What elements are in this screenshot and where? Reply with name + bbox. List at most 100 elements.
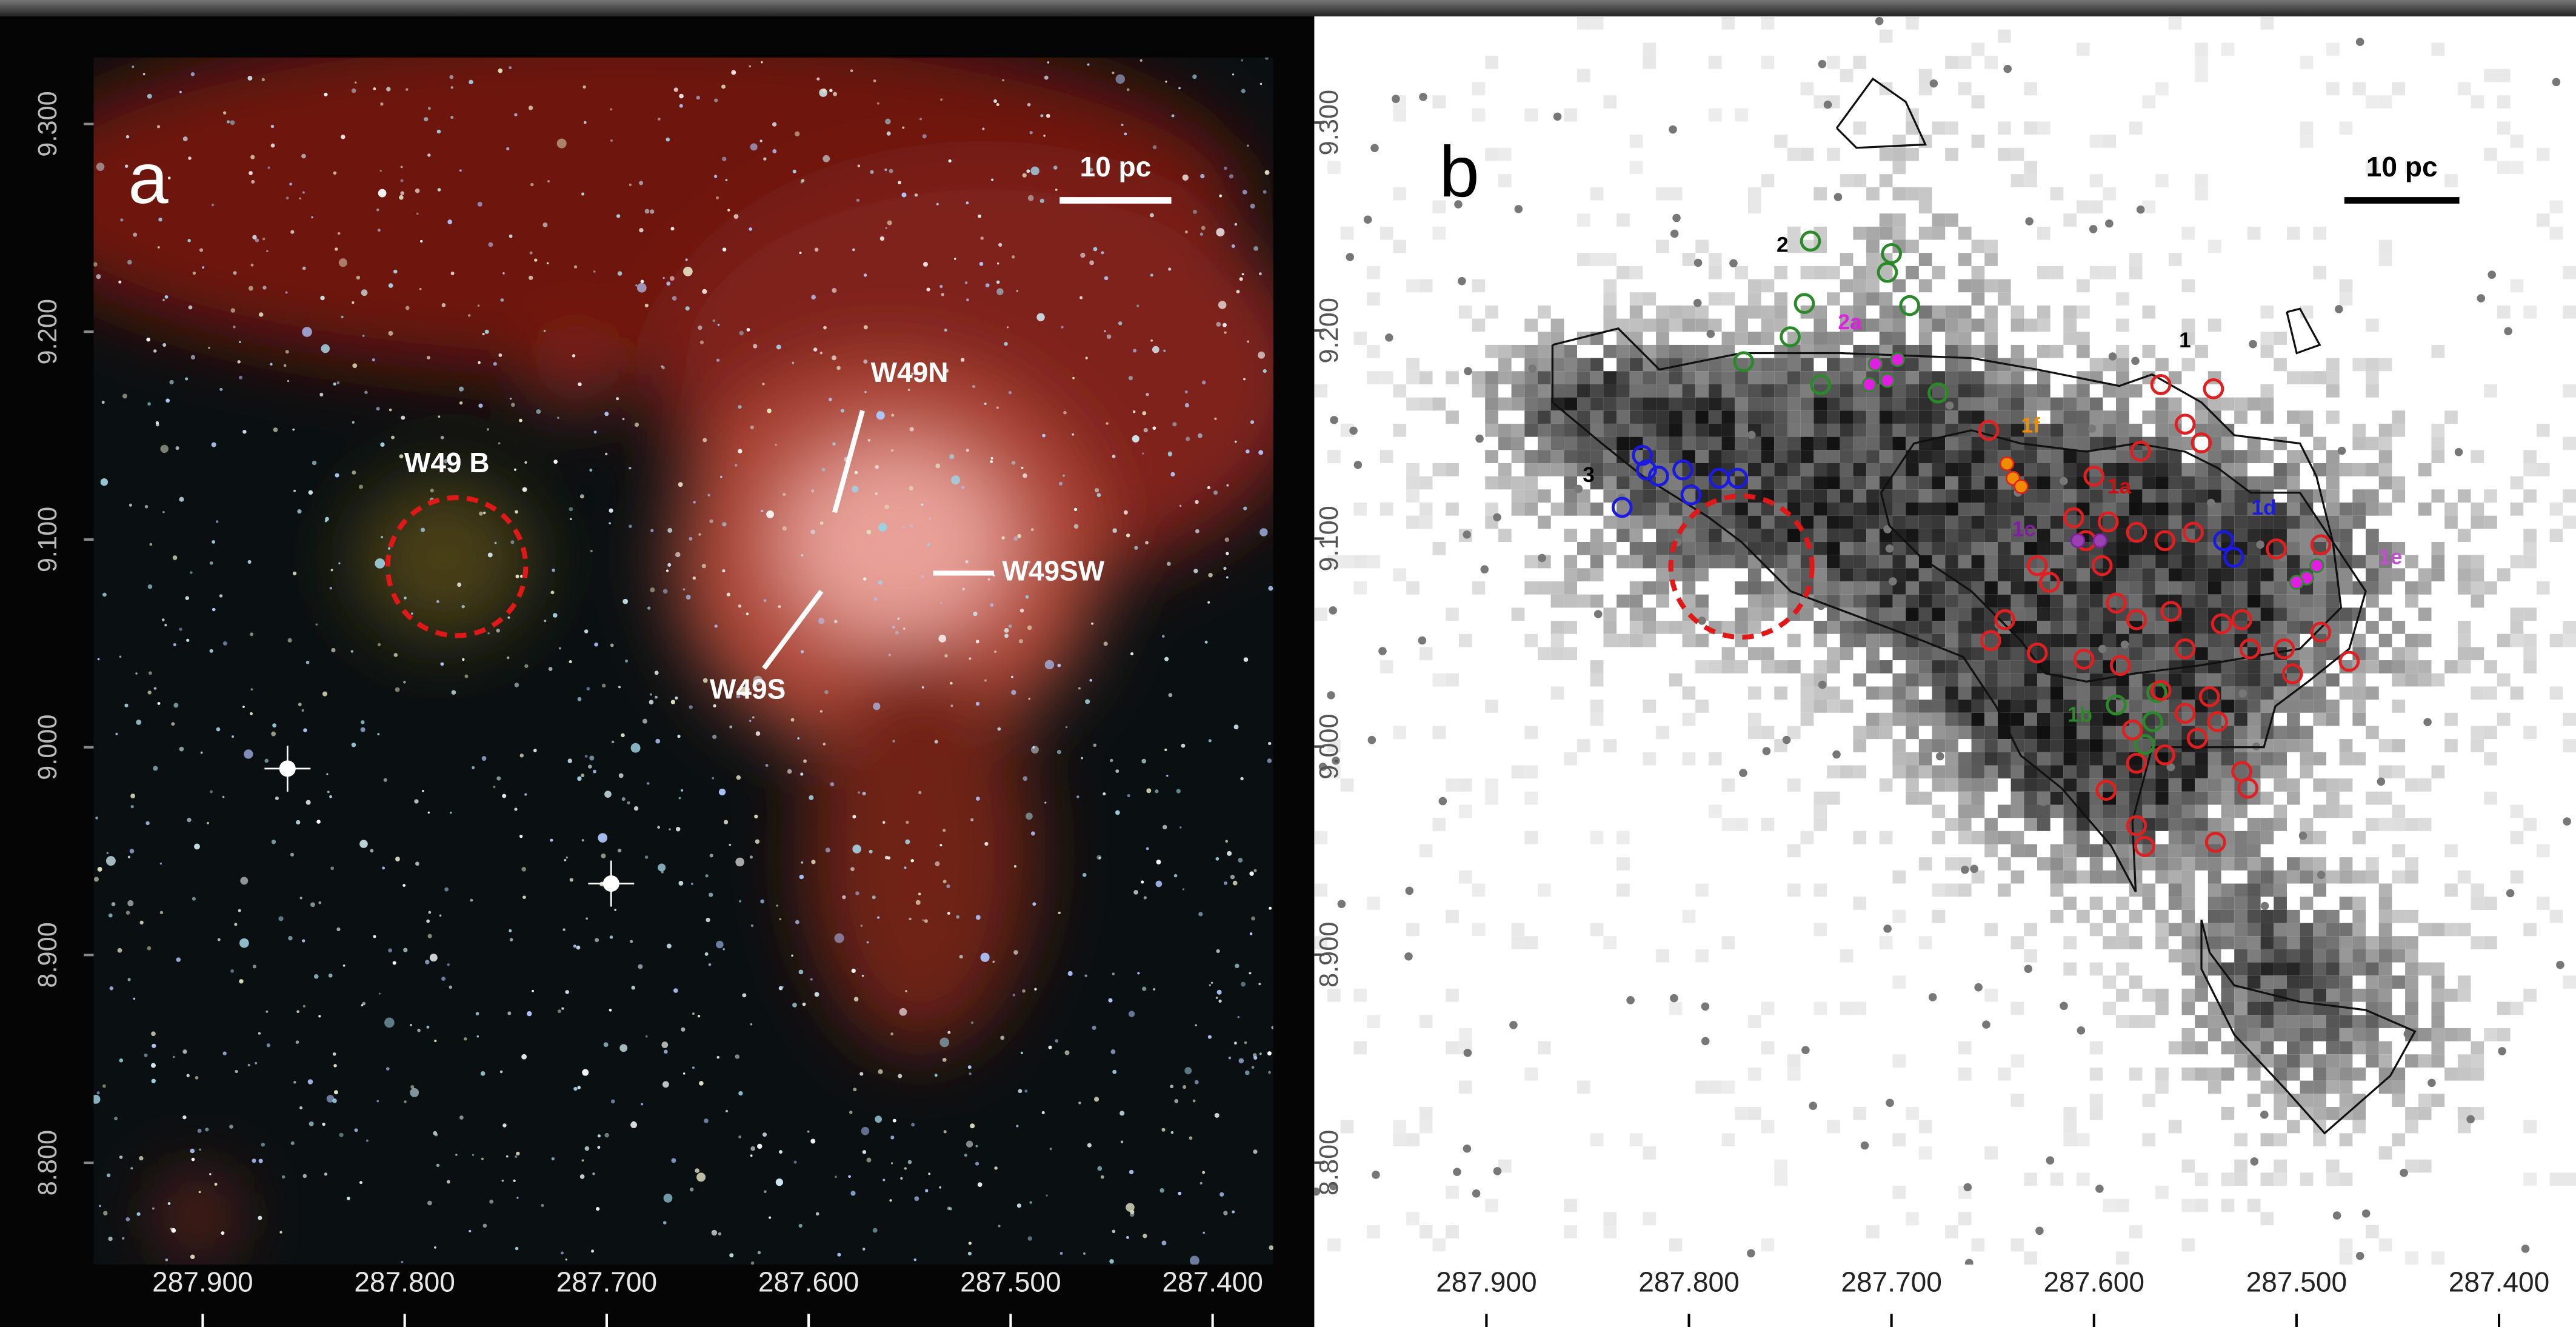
star [1143, 896, 1147, 900]
density-cell [2234, 883, 2247, 897]
density-cell [1472, 923, 1486, 937]
star [814, 247, 819, 252]
density-cell [1827, 292, 1840, 306]
density-cell [1367, 266, 1380, 279]
density-cell [1971, 135, 1985, 148]
density-cell [2024, 752, 2037, 766]
density-cell [2116, 515, 2129, 529]
density-cell [1485, 791, 1498, 805]
density-cell [2510, 503, 2524, 516]
density-cell [1656, 239, 1669, 253]
density-cell [1446, 673, 1459, 687]
density-cell [2129, 686, 2143, 700]
star [528, 105, 533, 110]
density-cell [2247, 962, 2261, 976]
density-cell [1735, 397, 1748, 411]
star [863, 577, 867, 581]
density-cell [2523, 647, 2537, 661]
density-cell [1984, 988, 1998, 1002]
density-cell [2181, 594, 2195, 608]
star [923, 262, 928, 267]
star [877, 916, 880, 919]
density-cell [2181, 962, 2195, 976]
star [1258, 983, 1261, 986]
star [1161, 1128, 1166, 1132]
density-cell [1787, 423, 1801, 437]
density-cell [1643, 344, 1657, 358]
star [146, 337, 151, 342]
density-cell [1629, 476, 1643, 490]
star [1106, 334, 1112, 339]
density-cell [1682, 384, 1696, 398]
density-cell [2103, 476, 2117, 490]
star [892, 626, 895, 629]
density-cell [1984, 712, 1998, 726]
density-cell [2352, 633, 2366, 647]
density-cell [1564, 555, 1578, 569]
density-cell [1971, 397, 1985, 411]
density-cell [2286, 975, 2300, 989]
density-cell [1735, 436, 1748, 450]
density-cell [1984, 594, 1998, 608]
density-cell [2234, 1172, 2247, 1186]
density-cell [1787, 463, 1801, 476]
star [197, 1128, 202, 1133]
star [1020, 1051, 1023, 1054]
density-cell [1840, 332, 1854, 345]
density-cell [2405, 581, 2418, 595]
density-cell [1577, 16, 1590, 30]
density-cell [1774, 594, 1787, 608]
density-cell [2405, 909, 2418, 923]
dot [1670, 229, 1679, 238]
density-cell [1682, 568, 1696, 582]
density-cell [2063, 450, 2077, 463]
density-cell [1629, 542, 1643, 555]
density-cell [2313, 1028, 2327, 1041]
density-cell [2339, 568, 2353, 582]
density-cell [1761, 476, 1775, 490]
density-cell [2378, 568, 2392, 582]
density-cell [2103, 673, 2117, 687]
density-cell [2129, 121, 2143, 135]
density-cell [2339, 542, 2353, 555]
density-cell [1393, 568, 1407, 582]
star [1011, 461, 1016, 465]
density-cell [1564, 647, 1578, 661]
density-cell [2181, 857, 2195, 871]
star [795, 131, 800, 136]
density-cell [2010, 673, 2024, 687]
source-marker [1648, 466, 1669, 487]
density-cell [1669, 305, 1683, 319]
star [951, 475, 961, 485]
density-cell [1629, 266, 1643, 279]
density-cell [2181, 489, 2195, 503]
source-marker [2266, 538, 2287, 560]
pointer-line [762, 589, 824, 670]
density-cell [1590, 660, 1604, 674]
star [1016, 290, 1018, 292]
density-cell [1432, 542, 1446, 555]
density-cell [1682, 344, 1696, 358]
star [984, 679, 987, 682]
star [1160, 1188, 1164, 1193]
density-cell [2207, 397, 2221, 411]
density-cell [2234, 909, 2247, 923]
density-cell [2181, 1159, 2195, 1173]
density-cell [1814, 804, 1827, 818]
density-cell [2024, 673, 2037, 687]
density-cell [2510, 135, 2524, 148]
density-cell [2313, 1015, 2327, 1028]
density-cell [2234, 700, 2247, 713]
star [1011, 255, 1015, 259]
density-cell [1800, 384, 1814, 398]
density-cell [1892, 384, 1906, 398]
density-cell [1997, 857, 2011, 871]
density-cell [2300, 607, 2314, 621]
density-cell [1537, 332, 1551, 345]
density-cell [2274, 358, 2287, 372]
dot [1327, 691, 1335, 700]
star [850, 867, 855, 871]
density-cell [1997, 279, 2011, 293]
density-cell [2339, 1251, 2353, 1265]
star [1164, 748, 1167, 751]
